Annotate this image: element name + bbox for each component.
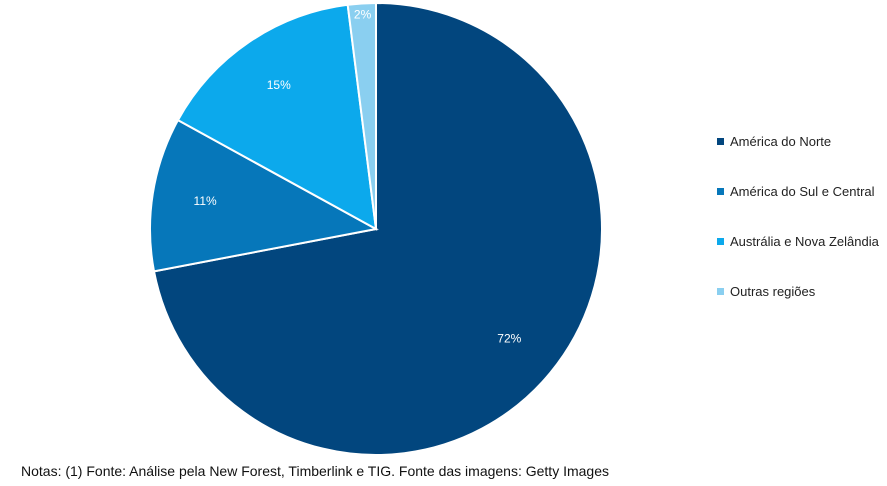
legend-label: América do Sul e Central (730, 183, 875, 199)
slice-value-label: 15% (267, 78, 291, 92)
legend-swatch (717, 287, 724, 295)
legend-item-australia-e-nova-zelandia: Austrália e Nova Zelândia (717, 230, 887, 252)
pie-slice-australia-e-nova-zelandia (176, 3, 378, 231)
pie-chart: 72% 11% 15% 2% (149, 1, 603, 456)
slice-value-label: 72% (497, 331, 521, 345)
legend-item-america-do-sul-e-central: América do Sul e Central (717, 180, 887, 202)
legend-swatch (717, 187, 724, 195)
legend-label: América do Norte (730, 133, 832, 149)
legend-swatch (717, 237, 724, 245)
legend-label: Outras regiões (730, 283, 816, 299)
footnote: Notas: (1) Fonte: Análise pela New Fores… (21, 463, 609, 479)
slice-value-label: 2% (354, 8, 372, 22)
pie-slice-america-do-sul-e-central (149, 118, 379, 273)
legend-label: Austrália e Nova Zelândia (730, 233, 879, 249)
legend-item-america-do-norte: América do Norte (717, 130, 887, 152)
pie-slice-outras-regioes (346, 1, 377, 230)
legend: América do Norte América do Sul e Central… (717, 130, 887, 330)
legend-item-outras-regioes: Outras regiões (717, 280, 887, 302)
legend-swatch (717, 137, 724, 145)
slice-value-label: 11% (194, 194, 217, 208)
